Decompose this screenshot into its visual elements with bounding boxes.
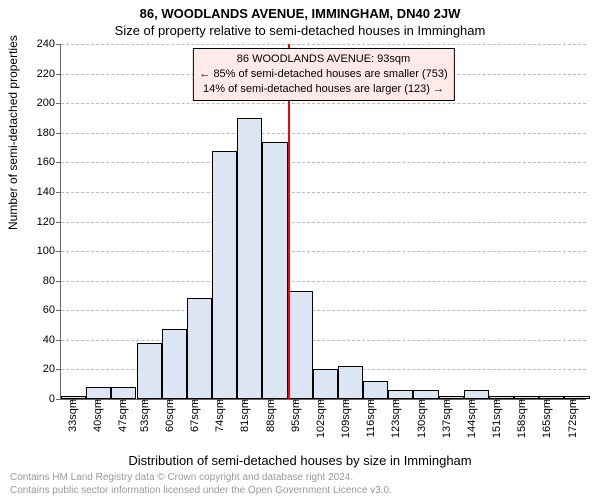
ytick-label: 200 bbox=[37, 97, 61, 109]
histogram-bar bbox=[187, 298, 212, 399]
xtick-label: 151sqm bbox=[489, 399, 503, 438]
ytick-label: 60 bbox=[43, 304, 61, 316]
xtick-label: 95sqm bbox=[288, 399, 302, 432]
chart-footer: Contains HM Land Registry data © Crown c… bbox=[10, 472, 590, 497]
annotation-line-3: 14% of semi-detached houses are larger (… bbox=[199, 82, 447, 97]
gridline bbox=[61, 162, 586, 163]
gridline bbox=[61, 192, 586, 193]
chart-container: 86, WOODLANDS AVENUE, IMMINGHAM, DN40 2J… bbox=[0, 0, 600, 500]
xtick-label: 116sqm bbox=[363, 399, 377, 437]
gridline bbox=[61, 133, 586, 134]
xtick-label: 88sqm bbox=[263, 399, 277, 432]
xtick-label: 123sqm bbox=[388, 399, 402, 438]
xtick-label: 109sqm bbox=[338, 399, 352, 438]
plot-area: 02040608010012014016018020022024033sqm40… bbox=[60, 44, 586, 400]
chart-title-main: 86, WOODLANDS AVENUE, IMMINGHAM, DN40 2J… bbox=[0, 6, 600, 21]
chart-title-sub: Size of property relative to semi-detach… bbox=[0, 23, 600, 38]
histogram-bar bbox=[212, 151, 237, 400]
xtick-label: 81sqm bbox=[237, 399, 251, 432]
y-axis-label: Number of semi-detached properties bbox=[6, 35, 20, 230]
footer-line-1: Contains HM Land Registry data © Crown c… bbox=[10, 472, 590, 485]
xtick-label: 165sqm bbox=[539, 399, 553, 438]
annotation-line-1: 86 WOODLANDS AVENUE: 93sqm bbox=[199, 52, 447, 67]
gridline bbox=[61, 310, 586, 311]
ytick-label: 220 bbox=[37, 68, 61, 80]
histogram-bar bbox=[86, 387, 111, 399]
histogram-bar bbox=[111, 387, 136, 399]
ytick-label: 0 bbox=[49, 393, 61, 405]
ytick-label: 40 bbox=[43, 334, 61, 346]
histogram-bar bbox=[313, 369, 338, 399]
xtick-label: 67sqm bbox=[187, 399, 201, 432]
histogram-bar bbox=[413, 390, 438, 399]
xtick-label: 47sqm bbox=[115, 399, 129, 432]
gridline bbox=[61, 251, 586, 252]
footer-line-2: Contains public sector information licen… bbox=[10, 485, 590, 498]
xtick-label: 74sqm bbox=[212, 399, 226, 432]
xtick-label: 172sqm bbox=[565, 399, 579, 438]
gridline bbox=[61, 44, 586, 45]
xtick-label: 158sqm bbox=[514, 399, 528, 438]
histogram-bar bbox=[338, 366, 363, 399]
xtick-label: 137sqm bbox=[439, 399, 453, 438]
histogram-bar bbox=[288, 291, 313, 399]
histogram-bar bbox=[363, 381, 388, 399]
xtick-label: 53sqm bbox=[137, 399, 151, 432]
xtick-label: 60sqm bbox=[162, 399, 176, 432]
xtick-label: 33sqm bbox=[65, 399, 79, 432]
histogram-bar bbox=[162, 329, 187, 399]
xtick-label: 144sqm bbox=[464, 399, 478, 438]
ytick-label: 180 bbox=[37, 127, 61, 139]
ytick-label: 140 bbox=[37, 186, 61, 198]
x-axis-label: Distribution of semi-detached houses by … bbox=[0, 453, 600, 468]
ytick-label: 80 bbox=[43, 275, 61, 287]
ytick-label: 100 bbox=[37, 245, 61, 257]
gridline bbox=[61, 222, 586, 223]
ytick-label: 20 bbox=[43, 363, 61, 375]
histogram-bar bbox=[237, 118, 262, 399]
histogram-bar bbox=[137, 343, 162, 399]
ytick-label: 240 bbox=[37, 38, 61, 50]
histogram-bar bbox=[262, 142, 287, 399]
gridline bbox=[61, 103, 586, 104]
ytick-label: 120 bbox=[37, 216, 61, 228]
xtick-label: 40sqm bbox=[90, 399, 104, 432]
histogram-bar bbox=[464, 390, 489, 399]
ytick-label: 160 bbox=[37, 156, 61, 168]
histogram-bar bbox=[388, 390, 413, 399]
gridline bbox=[61, 340, 586, 341]
annotation-line-2: ← 85% of semi-detached houses are smalle… bbox=[199, 67, 447, 82]
annotation-box: 86 WOODLANDS AVENUE: 93sqm ← 85% of semi… bbox=[192, 48, 454, 101]
xtick-label: 102sqm bbox=[313, 399, 327, 438]
gridline bbox=[61, 281, 586, 282]
xtick-label: 130sqm bbox=[414, 399, 428, 438]
